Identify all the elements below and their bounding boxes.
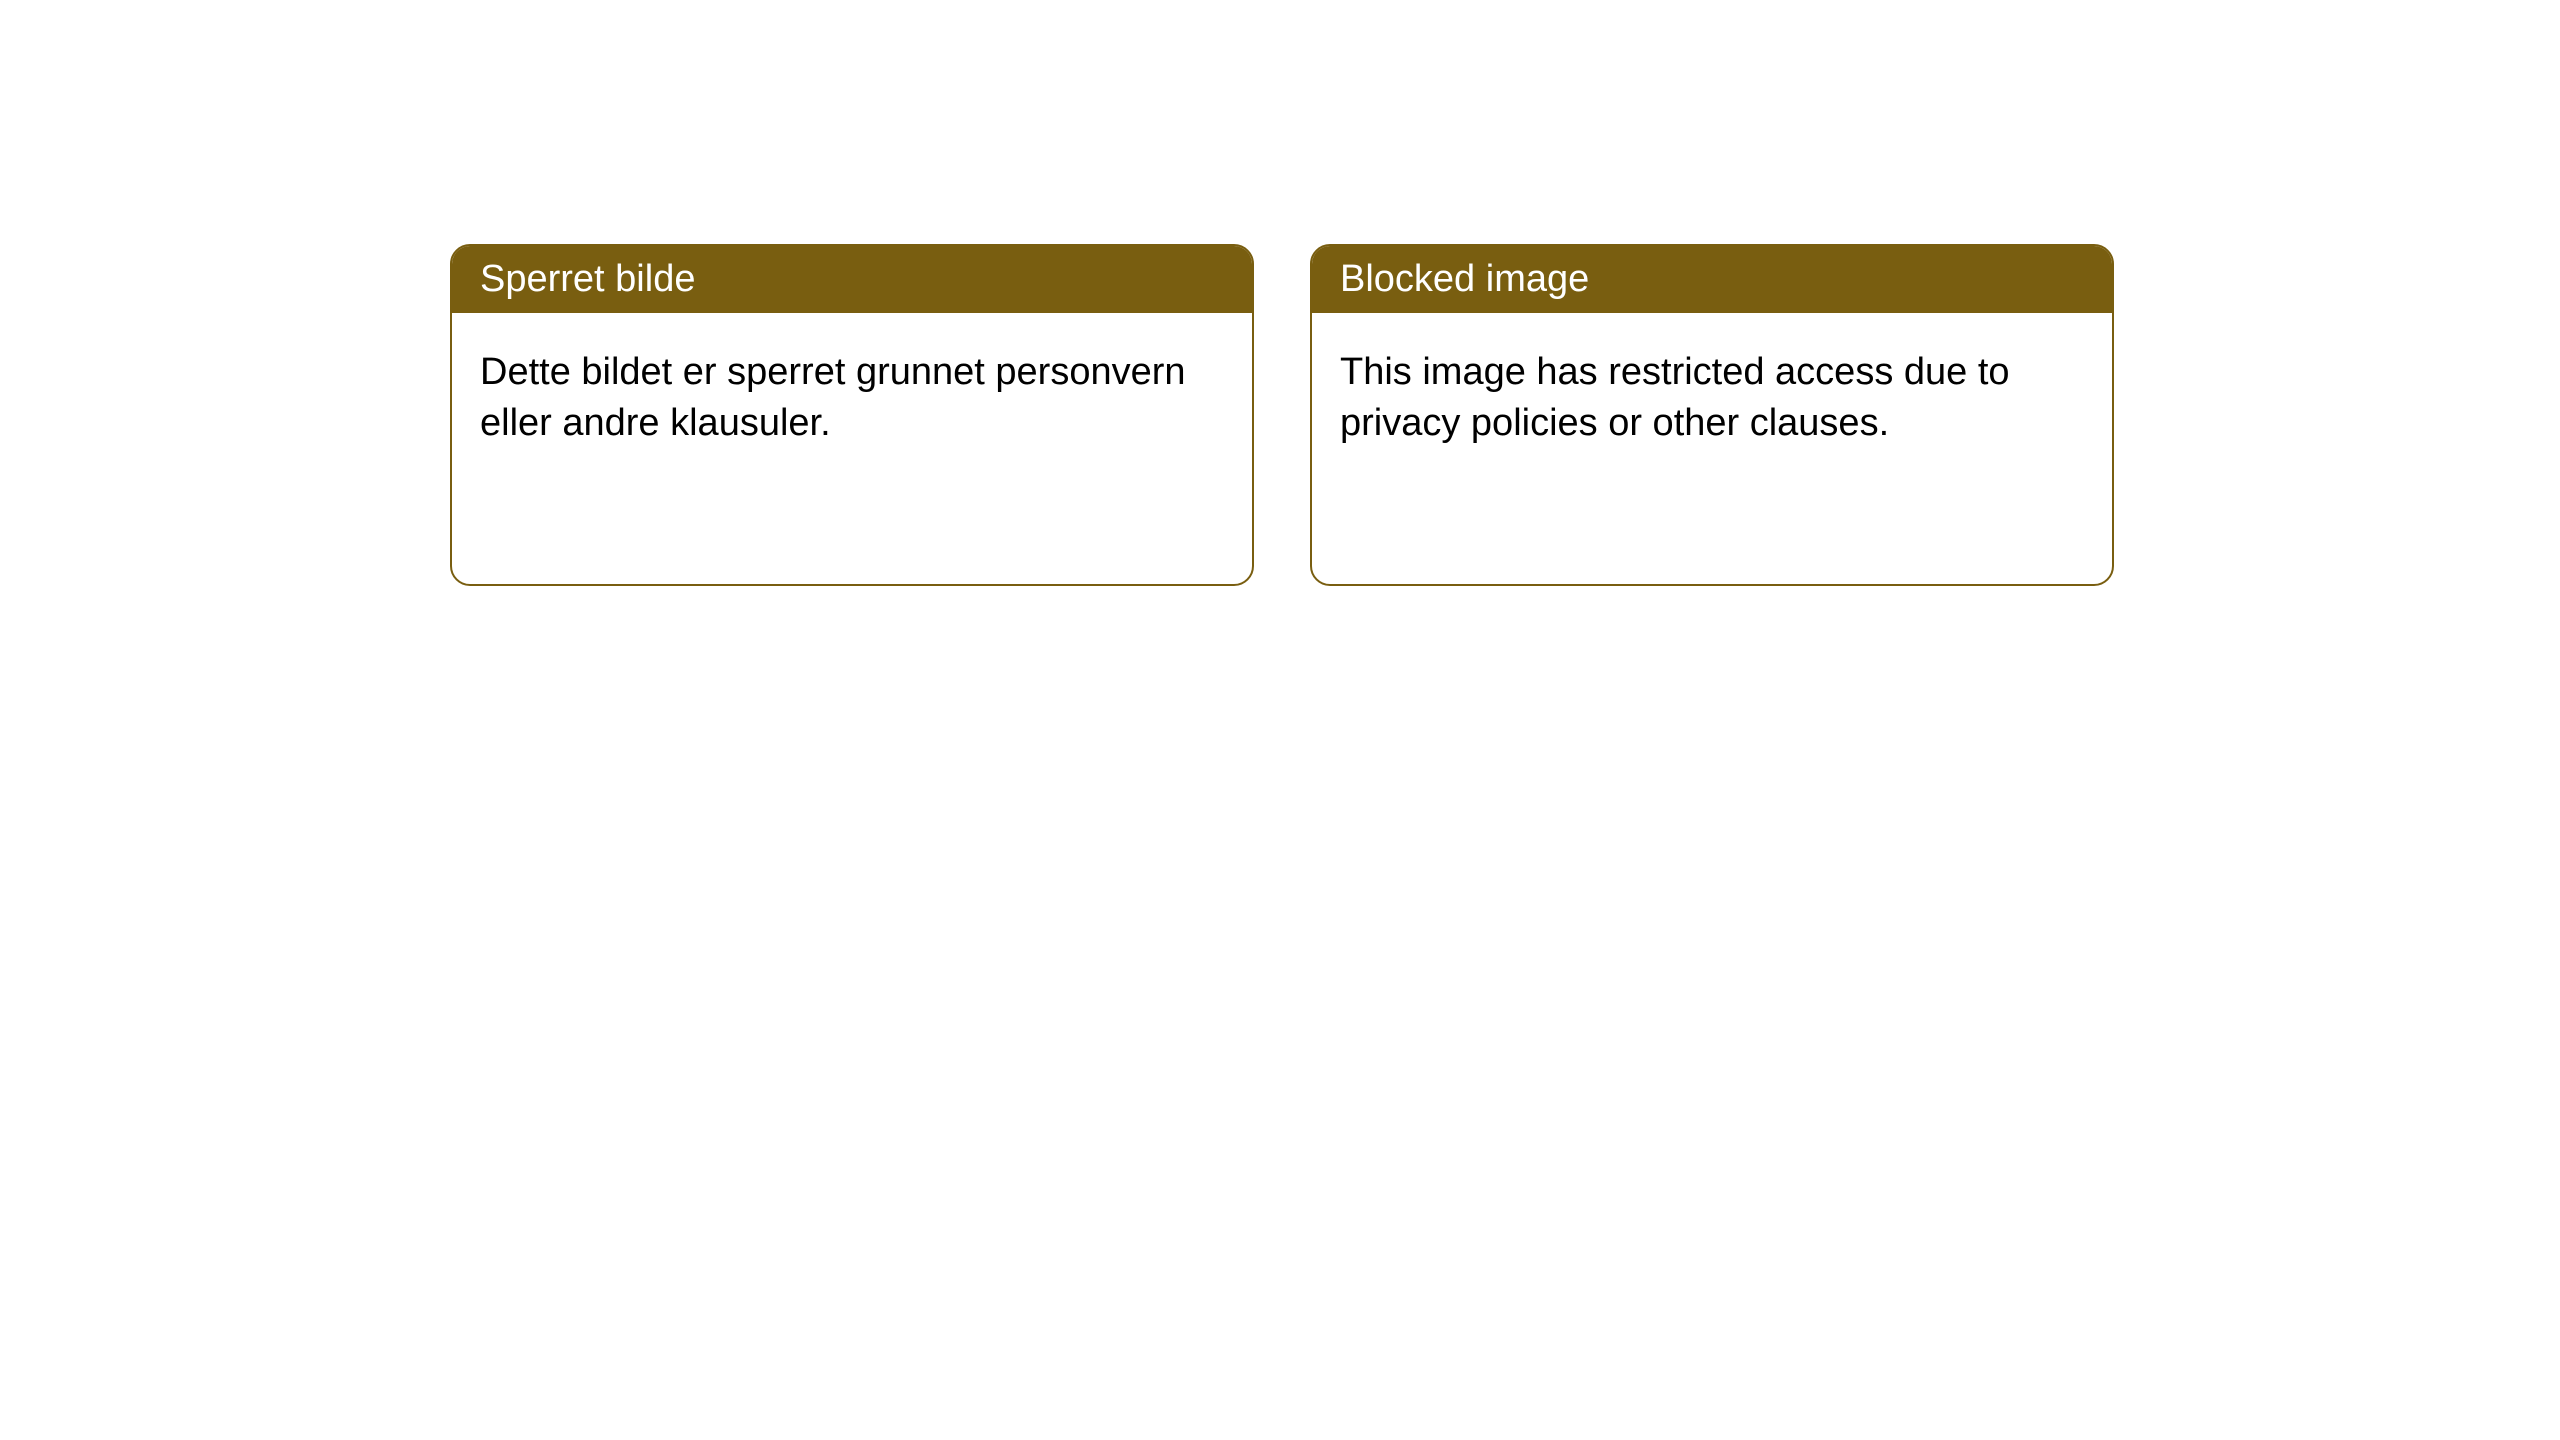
- notice-header-text: Sperret bilde: [480, 258, 695, 300]
- notice-card-norwegian: Sperret bilde Dette bildet er sperret gr…: [450, 244, 1254, 586]
- notice-cards-container: Sperret bilde Dette bildet er sperret gr…: [0, 0, 2560, 586]
- notice-body-text: Dette bildet er sperret grunnet personve…: [480, 351, 1186, 444]
- notice-card-body: This image has restricted access due to …: [1312, 313, 2112, 484]
- notice-body-text: This image has restricted access due to …: [1340, 351, 2010, 444]
- notice-card-english: Blocked image This image has restricted …: [1310, 244, 2114, 586]
- notice-card-header: Sperret bilde: [452, 246, 1252, 313]
- notice-card-body: Dette bildet er sperret grunnet personve…: [452, 313, 1252, 484]
- notice-card-header: Blocked image: [1312, 246, 2112, 313]
- notice-header-text: Blocked image: [1340, 258, 1589, 300]
